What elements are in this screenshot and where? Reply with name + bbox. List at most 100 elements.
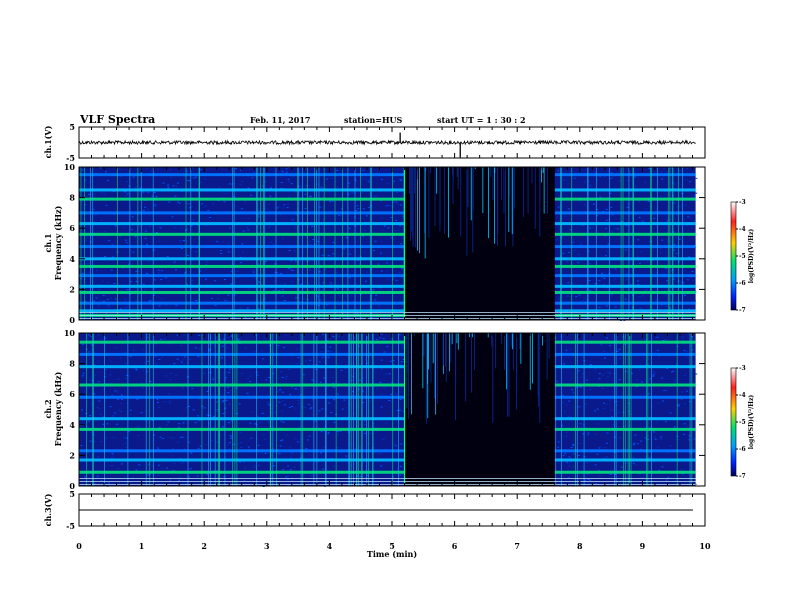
noise-pixel [207, 386, 210, 388]
noise-pixel [216, 367, 219, 369]
noise-pixel [557, 441, 560, 443]
noise-pixel [110, 360, 113, 362]
noise-pixel [281, 289, 284, 291]
noise-pixel [145, 230, 147, 232]
noise-pixel [142, 283, 145, 285]
noise-pixel [594, 464, 597, 466]
colorbar-tick-label: -7 [739, 307, 746, 314]
noise-pixel [323, 430, 326, 432]
noise-pixel [396, 203, 399, 205]
noise-pixel [215, 441, 218, 443]
noise-pixel [274, 412, 277, 414]
noise-pixel [363, 424, 366, 426]
noise-pixel [395, 201, 398, 203]
noise-pixel [267, 203, 270, 205]
noise-pixel [391, 402, 394, 403]
noise-pixel [251, 386, 254, 388]
noise-pixel [120, 290, 123, 291]
noise-pixel [148, 226, 151, 227]
noise-pixel [228, 183, 231, 185]
noise-pixel [187, 191, 190, 193]
noise-pixel [230, 477, 233, 479]
noise-pixel [242, 230, 245, 232]
noise-pixel [568, 466, 571, 467]
emission-band [79, 173, 405, 177]
noise-pixel [575, 296, 578, 298]
noise-pixel [666, 280, 669, 282]
noise-pixel [270, 407, 273, 409]
noise-pixel [695, 177, 698, 179]
noise-pixel [142, 349, 145, 351]
noise-pixel [146, 243, 148, 245]
noise-pixel [126, 181, 128, 183]
colorbar-label: log(PSD)(V²/Hz) [748, 229, 755, 284]
noise-pixel [567, 477, 570, 479]
noise-pixel [587, 432, 590, 434]
noise-pixel [673, 381, 676, 383]
noise-pixel [629, 284, 632, 286]
noise-pixel [276, 272, 279, 274]
station-label: station=HUS [344, 115, 403, 125]
noise-pixel [627, 203, 630, 205]
noise-pixel [606, 442, 608, 444]
noise-pixel [562, 252, 565, 254]
emission-band [79, 427, 405, 431]
noise-pixel [139, 465, 142, 467]
noise-pixel [180, 361, 183, 363]
noise-pixel [112, 415, 115, 417]
noise-pixel [310, 475, 313, 477]
noise-pixel [693, 195, 696, 197]
noise-pixel [270, 442, 273, 444]
noise-pixel [124, 442, 127, 444]
noise-pixel [157, 474, 160, 476]
noise-pixel [350, 247, 353, 249]
noise-pixel [386, 270, 389, 272]
noise-pixel [578, 294, 581, 296]
noise-pixel [323, 377, 325, 379]
noise-pixel [378, 453, 381, 455]
noise-pixel [672, 231, 675, 233]
noise-pixel [207, 415, 210, 416]
noise-pixel [614, 451, 617, 453]
noise-pixel [87, 387, 90, 389]
noise-pixel [651, 406, 654, 408]
noise-pixel [690, 415, 693, 417]
noise-pixel [593, 203, 595, 205]
noise-pixel [206, 261, 208, 263]
noise-pixel [338, 215, 341, 217]
noise-pixel [563, 410, 566, 412]
noise-pixel [155, 363, 158, 365]
noise-pixel [211, 298, 214, 300]
noise-pixel [685, 179, 688, 181]
noise-pixel [98, 283, 101, 285]
noise-pixel [102, 388, 105, 390]
noise-pixel [322, 356, 325, 358]
noise-pixel [401, 268, 404, 270]
noise-pixel [380, 252, 382, 254]
noise-pixel [282, 237, 285, 239]
noise-pixel [258, 210, 261, 212]
noise-pixel [266, 402, 269, 403]
noise-pixel [284, 335, 287, 337]
noise-pixel [339, 317, 342, 319]
noise-pixel [383, 351, 386, 353]
noise-pixel [271, 477, 274, 479]
noise-pixel [598, 470, 601, 472]
noise-pixel [648, 168, 651, 169]
noise-pixel [286, 375, 288, 377]
noise-pixel [270, 412, 273, 413]
noise-pixel [161, 298, 163, 300]
noise-pixel [283, 404, 286, 406]
noise-pixel [316, 295, 319, 297]
noise-pixel [352, 391, 354, 393]
noise-pixel [132, 476, 135, 478]
noise-pixel [632, 462, 635, 464]
noise-pixel [609, 473, 612, 475]
noise-pixel [370, 170, 372, 172]
noise-pixel [105, 171, 108, 173]
noise-pixel [333, 465, 336, 467]
noise-pixel [391, 381, 394, 383]
noise-pixel [336, 433, 339, 435]
noise-pixel [289, 469, 292, 471]
noise-pixel [586, 473, 589, 475]
